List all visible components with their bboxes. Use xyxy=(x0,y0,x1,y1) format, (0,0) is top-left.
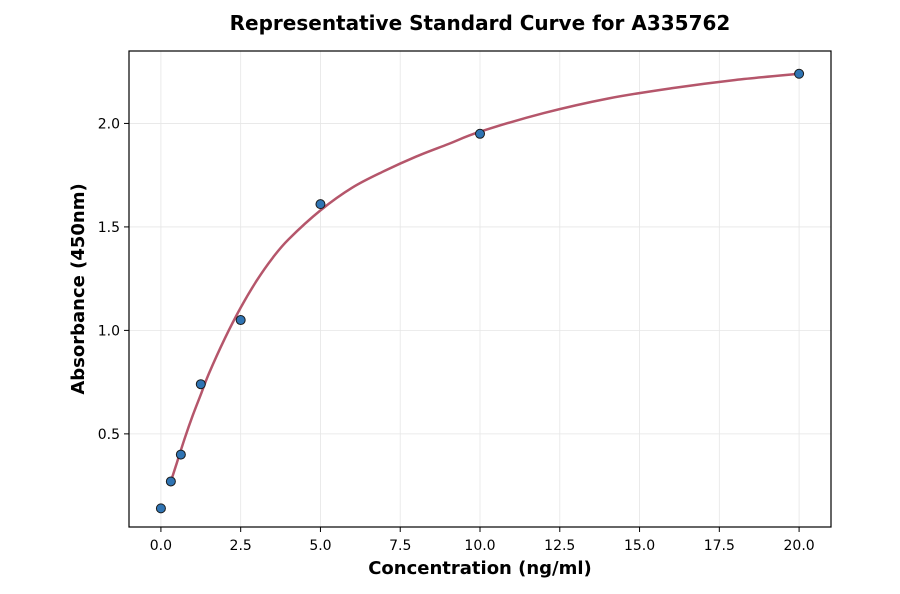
data-point xyxy=(195,379,206,390)
x-tick-label: 12.5 xyxy=(544,538,575,554)
x-axis-label: Concentration (ng/ml) xyxy=(368,558,592,579)
data-points-layer xyxy=(155,68,805,514)
x-tick-label: 10.0 xyxy=(464,538,495,554)
data-point xyxy=(794,68,805,79)
data-point xyxy=(475,128,485,139)
x-tick-label: 7.5 xyxy=(389,538,411,554)
x-tick-label: 15.0 xyxy=(624,538,655,554)
axis-ticks: 0.0 2.5 5.0 7.5 10.0 12.5 15.0 17.5 20.0 0.5 1.0 1.… xyxy=(98,116,815,554)
x-tick-label: 20.0 xyxy=(784,538,815,554)
x-tick-label: 0.0 xyxy=(150,538,172,554)
grid-lines xyxy=(129,51,831,527)
data-point xyxy=(315,199,326,210)
fit-curve-layer xyxy=(169,72,801,483)
y-axis-label: Absorbance (450nm) xyxy=(68,183,89,394)
x-tick-label: 17.5 xyxy=(704,538,735,554)
data-point xyxy=(235,315,246,326)
y-tick-label: 1.0 xyxy=(98,323,120,339)
y-tick-label: 2.0 xyxy=(98,116,120,132)
x-tick-label: 2.5 xyxy=(230,538,252,554)
y-tick-label: 1.5 xyxy=(98,220,120,236)
data-point xyxy=(155,503,166,514)
chart-title: Representative Standard Curve for A33576… xyxy=(230,11,731,35)
x-tick-label: 5.0 xyxy=(309,538,331,554)
y-tick-label: 0.5 xyxy=(98,427,120,443)
data-point xyxy=(165,476,176,487)
data-point xyxy=(175,449,186,460)
fit-curve-line xyxy=(169,72,801,483)
